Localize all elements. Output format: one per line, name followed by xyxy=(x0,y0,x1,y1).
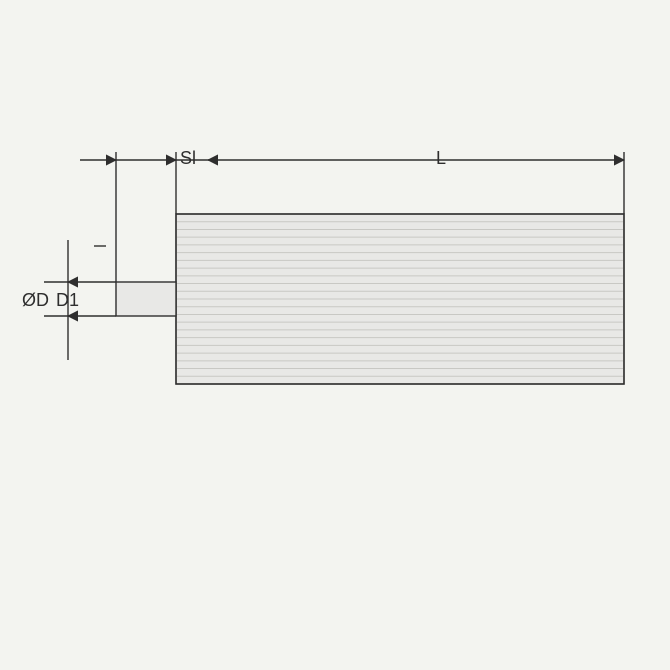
label-D: ØD xyxy=(22,290,49,311)
label-D1: D1 xyxy=(56,290,79,311)
technical-drawing xyxy=(0,0,670,670)
label-L: L xyxy=(436,148,446,169)
label-SI: Sl xyxy=(180,148,196,169)
